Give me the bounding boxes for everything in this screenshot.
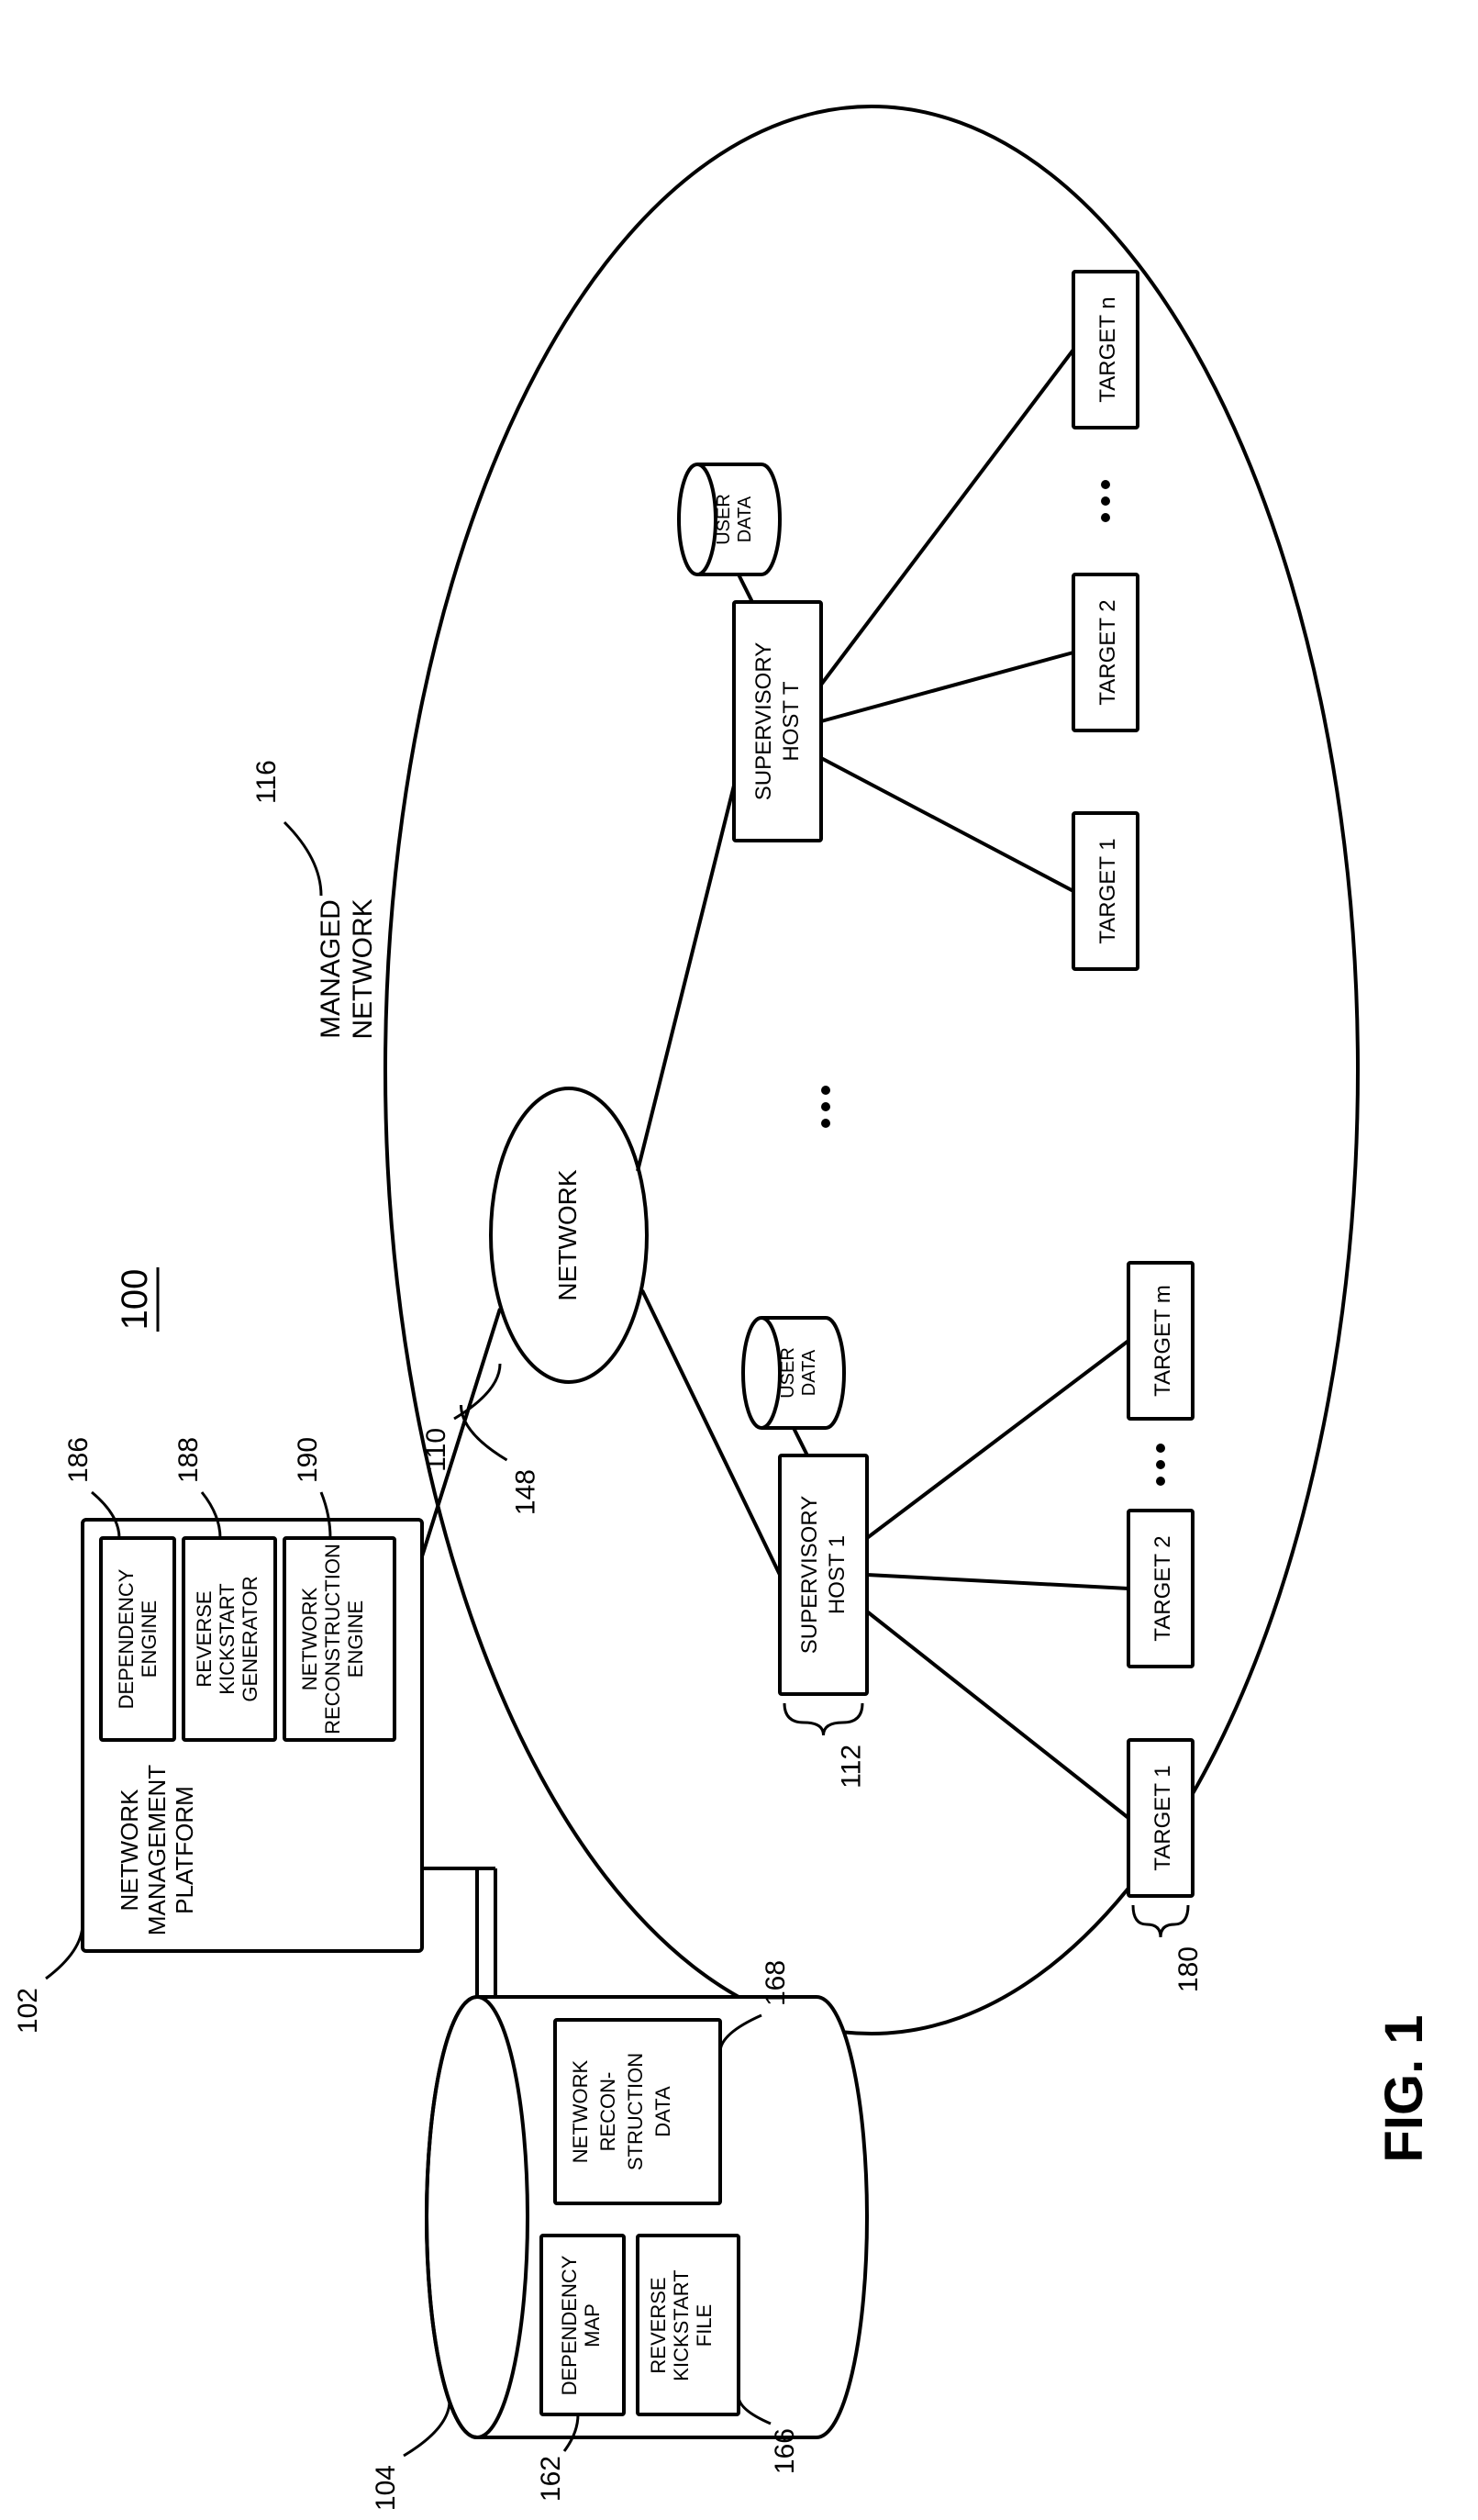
svg-text:DATA: DATA <box>735 496 755 542</box>
svg-text:REVERSE: REVERSE <box>193 1590 216 1687</box>
svg-text:TARGET 1: TARGET 1 <box>1150 1765 1175 1870</box>
svg-text:TARGET m: TARGET m <box>1150 1285 1175 1397</box>
svg-text:DEPENDENCY: DEPENDENCY <box>558 2255 581 2395</box>
svg-text:ENGINE: ENGINE <box>344 1600 367 1678</box>
svg-text:116: 116 <box>251 760 282 804</box>
svg-text:SUPERVISORY: SUPERVISORY <box>751 642 776 801</box>
svg-text:166: 166 <box>770 2428 800 2474</box>
svg-text:USER: USER <box>714 494 734 545</box>
svg-text:NETWORK: NETWORK <box>569 2059 592 2163</box>
svg-text:102: 102 <box>13 1988 43 2034</box>
svg-text:TARGET 2: TARGET 2 <box>1095 599 1120 705</box>
svg-text:NETWORK: NETWORK <box>348 898 378 1039</box>
svg-text:USER: USER <box>778 1347 798 1399</box>
svg-text:RECON-: RECON- <box>596 2072 619 2152</box>
svg-text:TARGET 1: TARGET 1 <box>1095 838 1120 943</box>
svg-text:180: 180 <box>1173 1946 1204 1992</box>
svg-text:FILE: FILE <box>693 2304 716 2347</box>
svg-text:MAP: MAP <box>581 2303 604 2347</box>
svg-text:DATA: DATA <box>799 1349 819 1396</box>
svg-text:HOST 1: HOST 1 <box>825 1535 850 1614</box>
svg-text:162: 162 <box>536 2456 566 2502</box>
svg-text:MANAGEMENT: MANAGEMENT <box>143 1765 171 1935</box>
svg-text:KICKSTART: KICKSTART <box>670 2269 693 2381</box>
svg-text:TARGET n: TARGET n <box>1095 296 1120 402</box>
svg-text:SUPERVISORY: SUPERVISORY <box>797 1496 822 1655</box>
svg-text:188: 188 <box>173 1437 204 1483</box>
svg-text:PLATFORM: PLATFORM <box>171 1786 198 1914</box>
svg-text:STRUCTION: STRUCTION <box>624 2053 647 2170</box>
svg-text:REVERSE: REVERSE <box>647 2277 670 2373</box>
svg-text:104: 104 <box>371 2465 401 2511</box>
svg-text:FIG. 1: FIG. 1 <box>1374 2014 1434 2162</box>
svg-text:MANAGED: MANAGED <box>316 899 346 1039</box>
svg-text:148: 148 <box>511 1469 541 1515</box>
svg-text:RECONSTRUCTION: RECONSTRUCTION <box>321 1544 344 1734</box>
svg-text:186: 186 <box>63 1437 94 1483</box>
svg-text:168: 168 <box>761 1960 791 2006</box>
svg-text:100: 100 <box>115 1269 155 1331</box>
svg-text:110: 110 <box>421 1428 451 1472</box>
svg-text:HOST T: HOST T <box>779 681 804 761</box>
svg-text:NETWORK: NETWORK <box>116 1789 143 1912</box>
svg-text:112: 112 <box>837 1745 867 1789</box>
svg-text:DEPENDENCY: DEPENDENCY <box>115 1568 138 1709</box>
svg-text:190: 190 <box>293 1437 323 1483</box>
svg-text:DATA: DATA <box>651 2086 674 2137</box>
svg-text:ENGINE: ENGINE <box>138 1600 161 1678</box>
svg-text:NETWORK: NETWORK <box>553 1169 582 1300</box>
svg-text:KICKSTART: KICKSTART <box>216 1583 239 1694</box>
svg-text:GENERATOR: GENERATOR <box>239 1576 261 1701</box>
svg-text:NETWORK: NETWORK <box>298 1587 321 1690</box>
svg-text:TARGET 2: TARGET 2 <box>1150 1535 1175 1641</box>
